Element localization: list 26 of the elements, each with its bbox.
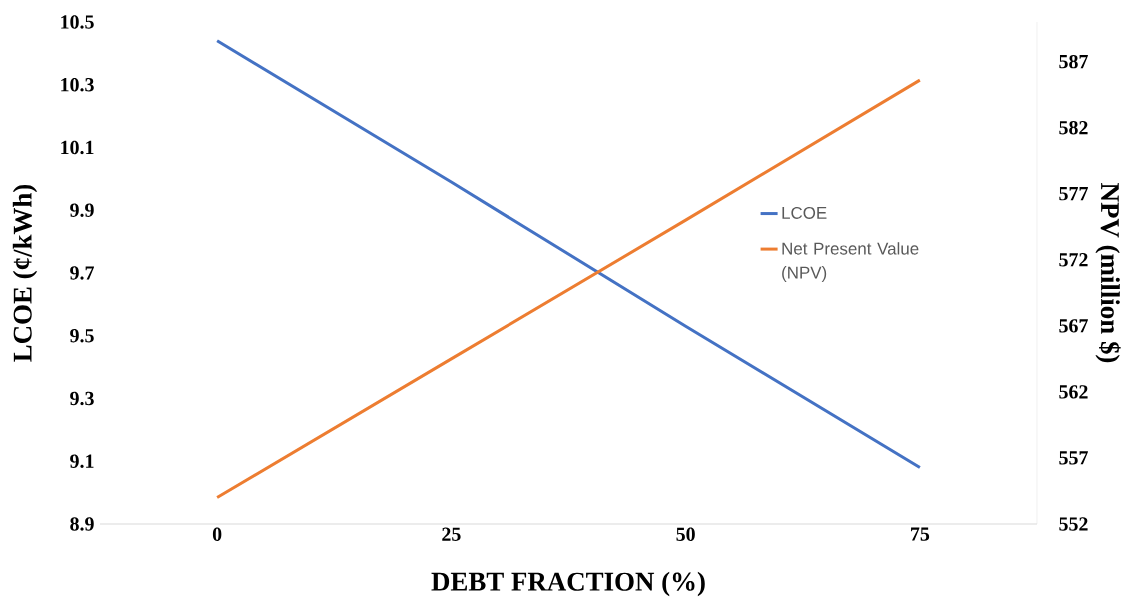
y-axis-title: LCOE (¢/kWh) bbox=[12, 184, 38, 362]
x-tick-label: 25 bbox=[442, 527, 461, 541]
y2-tick-label: 557 bbox=[1059, 451, 1088, 465]
x-tick-label: 0 bbox=[212, 527, 222, 541]
y-tick-label: 9.1 bbox=[70, 454, 94, 468]
legend-label: LCOE bbox=[782, 206, 827, 219]
y-tick-label: 9.9 bbox=[70, 203, 94, 217]
y2-tick-label: 562 bbox=[1059, 385, 1088, 399]
x-tick-label: 75 bbox=[911, 527, 930, 541]
y-tick-label: 9.3 bbox=[70, 391, 94, 406]
x-tick-label: 50 bbox=[676, 527, 695, 541]
y-tick-label: 10.1 bbox=[61, 140, 94, 155]
y-tick-label: 9.5 bbox=[70, 329, 94, 343]
legend-label: Net Present Value (NPV) bbox=[782, 242, 919, 282]
y2-tick-label: 582 bbox=[1059, 120, 1088, 135]
y-tick-label: 9.7 bbox=[70, 266, 94, 280]
x-axis-title: DEBT FRACTION (%) bbox=[431, 571, 705, 597]
y-tick-label: 8.9 bbox=[70, 517, 94, 531]
y-tick-label: 10.5 bbox=[61, 15, 94, 29]
y2-tick-label: 572 bbox=[1059, 253, 1088, 267]
y2-tick-label: 552 bbox=[1059, 517, 1088, 531]
y2-tick-label: 587 bbox=[1059, 54, 1088, 69]
y-tick-label: 10.3 bbox=[61, 77, 94, 92]
y2-tick-label: 567 bbox=[1059, 319, 1088, 333]
y2-axis-title: NPV (million $) bbox=[1095, 183, 1121, 363]
y2-tick-label: 577 bbox=[1059, 187, 1088, 201]
